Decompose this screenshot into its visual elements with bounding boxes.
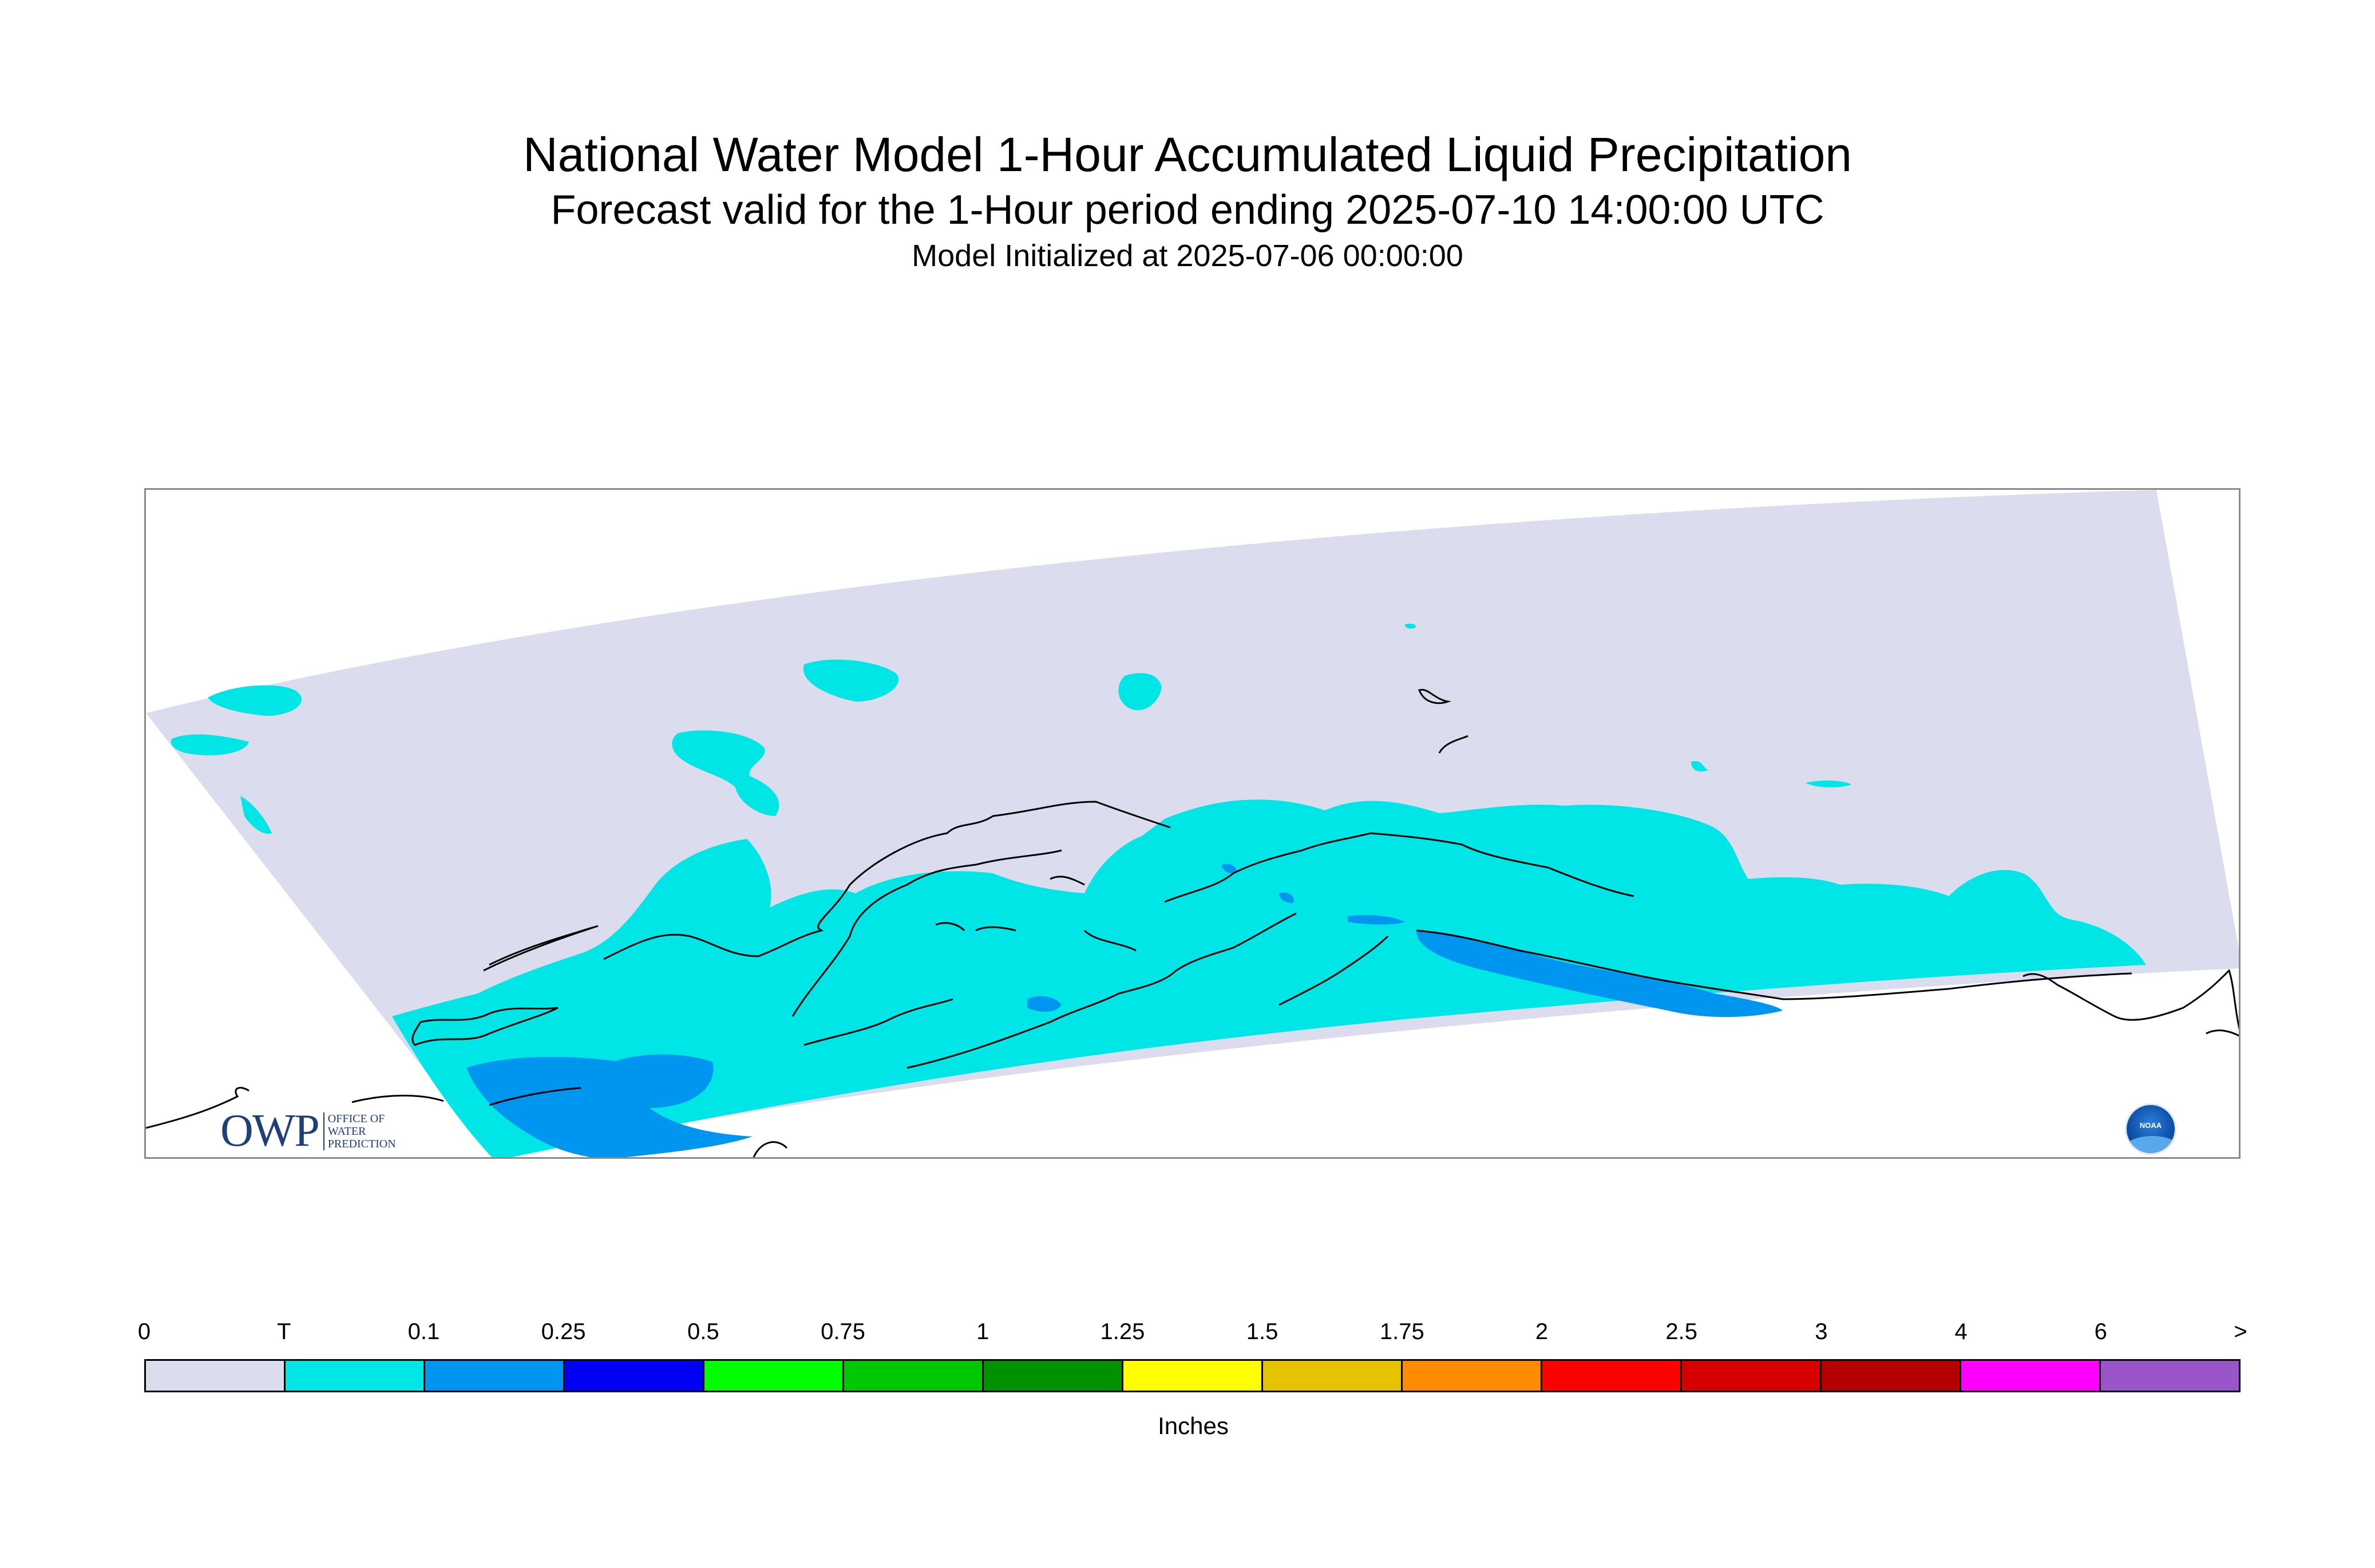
trace-region	[672, 730, 779, 816]
colorbar-units: Inches	[1158, 1412, 1229, 1439]
coastline	[1416, 929, 2132, 1000]
precipitation-map: OWP OFFICE OF WATER PREDICTION NOAA	[144, 488, 2241, 1159]
coastline	[935, 922, 965, 932]
coastline	[1083, 929, 1137, 952]
coastline	[411, 1007, 559, 1046]
coastline	[2183, 969, 2239, 1030]
coastline	[483, 925, 599, 972]
colorbar-tick-label: 1	[976, 1319, 989, 1344]
coastline	[975, 926, 1016, 932]
coastline	[1164, 832, 1634, 903]
coastline	[2022, 973, 2184, 1021]
coastline	[351, 1095, 444, 1103]
noaa-logo: NOAA	[2125, 1103, 2176, 1155]
coastline-outlines	[146, 688, 2239, 1157]
trace-region	[171, 734, 249, 755]
colorbar-tick-label: 1.5	[1246, 1319, 1278, 1344]
light-region	[1416, 930, 1783, 1017]
coastline	[2206, 1030, 2239, 1037]
light-region	[1222, 864, 1237, 874]
trace-region	[1404, 623, 1416, 629]
colorbar-swatch	[425, 1361, 565, 1391]
coastline	[791, 849, 1062, 1017]
colorbar-tick-label: T	[276, 1319, 291, 1344]
coastline	[753, 1141, 788, 1157]
trace-region	[803, 659, 899, 702]
trace-region	[1118, 673, 1162, 711]
trace-region	[1691, 761, 1708, 772]
colorbar-tick-label: 0.25	[541, 1319, 586, 1344]
colorbar-tick-label: 1.75	[1379, 1319, 1424, 1344]
colorbar-swatch	[984, 1361, 1123, 1391]
colorbar-tick-label: 3	[1815, 1319, 1828, 1344]
noaa-label: NOAA	[2139, 1121, 2162, 1130]
coastline	[1278, 935, 1389, 1006]
colorbar-swatch	[844, 1361, 984, 1391]
colorbar-tick-label: 2.5	[1665, 1319, 1697, 1344]
colorbar-swatch	[1263, 1361, 1403, 1391]
coastline	[1050, 876, 1085, 886]
coastline	[803, 998, 953, 1046]
noaa-wave-icon	[2127, 1136, 2175, 1153]
map-graphics	[146, 490, 2239, 1157]
colorbar-swatch	[1682, 1361, 1822, 1391]
colorbar-tick-label: 2	[1535, 1319, 1549, 1344]
trace-region	[1806, 781, 1851, 787]
light-region	[1348, 915, 1405, 925]
colorbar-swatch	[704, 1361, 844, 1391]
colorbar-swatch	[286, 1361, 425, 1391]
colorbar-tick-label: 0.1	[407, 1319, 440, 1344]
map-title: National Water Model 1-Hour Accumulated …	[522, 128, 1852, 181]
colorbar-swatch	[1822, 1361, 1961, 1391]
light-region	[466, 1054, 753, 1157]
coastline	[1438, 735, 1468, 754]
owp-subtext: OFFICE OF WATER PREDICTION	[323, 1112, 419, 1150]
light-precip-regions	[466, 864, 1783, 1157]
light-region	[1027, 996, 1062, 1012]
trace-region	[392, 799, 2146, 1157]
colorbar-tick-label: 4	[1954, 1319, 1968, 1344]
trace-region	[208, 685, 302, 716]
colorbar-tick-label: 6	[2094, 1319, 2107, 1344]
colorbar-swatch	[1403, 1361, 1542, 1391]
colorbar-tick-label: 0	[137, 1319, 151, 1344]
colorbar-swatch	[2101, 1361, 2239, 1391]
coastline	[489, 1087, 581, 1106]
coastline	[907, 912, 1297, 1069]
forecast-valid-subtitle: Forecast valid for the 1-Hour period end…	[551, 187, 1824, 233]
coastline	[1418, 688, 1451, 704]
coastline	[146, 1087, 250, 1129]
colorbar-swatch	[146, 1361, 286, 1391]
colorbar-swatch	[1961, 1361, 2101, 1391]
colorbar	[144, 1359, 2241, 1392]
trace-precip-regions	[171, 623, 2146, 1157]
coastline	[603, 801, 1171, 960]
light-region	[1279, 892, 1294, 903]
colorbar-swatch	[1123, 1361, 1263, 1391]
colorbar-tick-label: 0.5	[687, 1319, 719, 1344]
colorbar-swatch	[565, 1361, 704, 1391]
model-init-subtitle: Model Initialized at 2025-07-06 00:00:00	[912, 239, 1463, 273]
colorbar-tick-label: 0.75	[821, 1319, 865, 1344]
colorbar-tick-label: 1.25	[1100, 1319, 1145, 1344]
trace-region	[240, 796, 272, 834]
colorbar-swatch	[1542, 1361, 1682, 1391]
owp-logo: OWP OFFICE OF WATER PREDICTION	[220, 1105, 419, 1157]
owp-mark: OWP	[220, 1106, 320, 1156]
colorbar-tick-label: >	[2234, 1319, 2247, 1344]
